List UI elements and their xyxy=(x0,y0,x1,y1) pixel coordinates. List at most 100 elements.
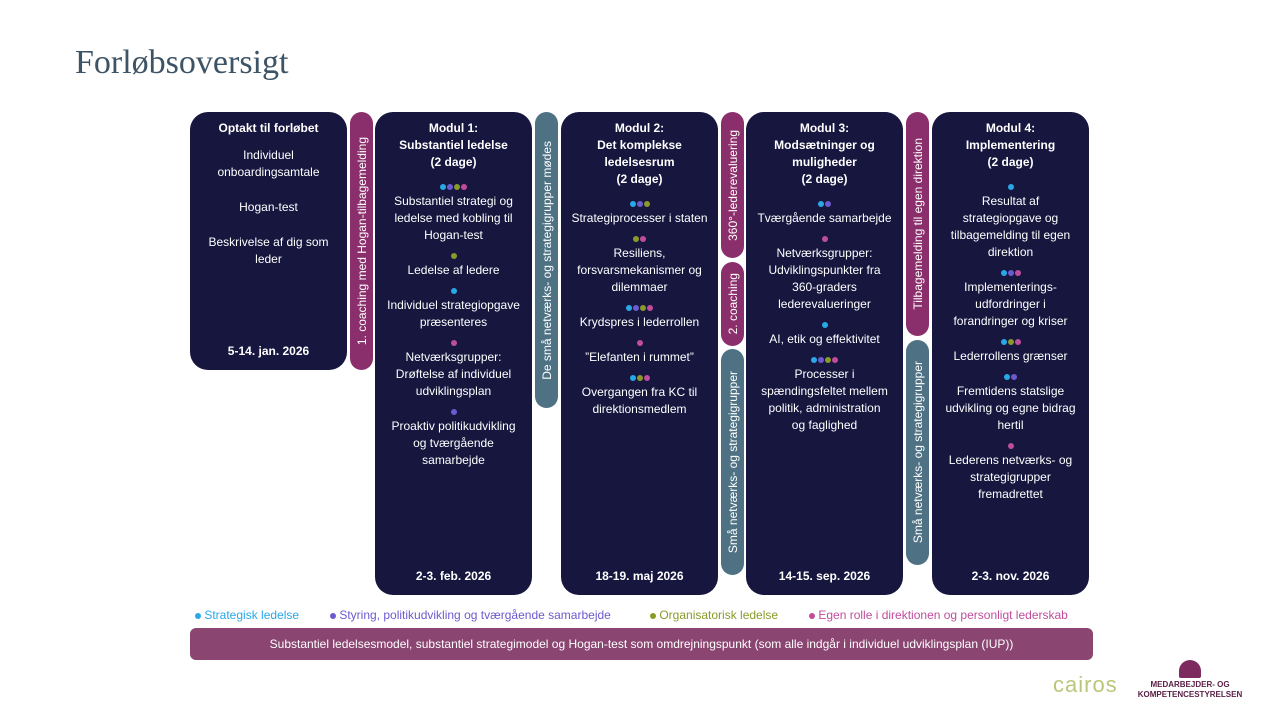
category-dot-b xyxy=(1007,184,1014,190)
legend-label: Strategisk ledelse xyxy=(204,608,300,622)
category-dot-b xyxy=(811,357,817,363)
category-dot-p xyxy=(633,305,639,311)
module-date: 5-14. jan. 2026 xyxy=(227,344,310,358)
category-dot-k xyxy=(647,305,653,311)
session-item: ”Elefanten i rummet” xyxy=(585,350,694,364)
bar-360-evaluation: 360°-lederevaluering xyxy=(721,112,744,258)
category-dot-g xyxy=(1007,339,1014,345)
bar-feedback-direction: Tilbagemelding til egen direktion xyxy=(906,112,929,336)
category-dot-b xyxy=(629,375,636,381)
legend-dot xyxy=(650,613,656,619)
category-dot-g xyxy=(825,357,831,363)
category-dot-g xyxy=(454,184,460,190)
category-dot-g xyxy=(643,201,650,207)
module-date: 2-3. nov. 2026 xyxy=(971,569,1050,583)
legend-dot xyxy=(195,613,201,619)
box-heading: Modul 2: Det komplekse ledelsesrum (2 da… xyxy=(597,121,682,186)
category-dot-g xyxy=(633,236,639,242)
category-dot-p xyxy=(447,184,453,190)
category-dot-p xyxy=(1007,270,1014,276)
category-dots xyxy=(567,302,712,314)
category-dot-b xyxy=(821,322,828,328)
category-dot-b xyxy=(818,201,824,207)
box-module-4: Modul 4: Implementering (2 dage) Resultat… xyxy=(932,112,1089,595)
session-item: Resiliens, forsvarsmekanismer og dilemma… xyxy=(577,246,702,294)
legend-label: Organisatorisk ledelse xyxy=(659,608,779,622)
bar-label: 360°-lederevaluering xyxy=(725,129,740,241)
category-dots xyxy=(381,337,526,349)
session-item: Substantiel strategi og ledelse med kobl… xyxy=(394,194,513,242)
legend-dot xyxy=(330,613,336,619)
session-item: Tværgående samarbejde xyxy=(757,211,892,225)
bar-label: Små netværks- og strategigrupper xyxy=(910,361,925,544)
session-item: Individuel strategiopgave præsenteres xyxy=(387,298,520,329)
box-module-1: Modul 1: Substantiel ledelse (2 dage) Sub… xyxy=(375,112,532,595)
bar-label: De små netværks- og strategigrupper møde… xyxy=(539,140,554,380)
session-item: Hogan-test xyxy=(239,200,298,214)
page-title: Forløbsoversigt xyxy=(75,44,289,81)
session-item: Processer i spændingsfeltet mellem polit… xyxy=(761,367,888,432)
category-dot-k xyxy=(450,340,457,346)
agency-name: Medarbejder- og Kompetencestyrelsen xyxy=(1137,680,1243,699)
category-dot-k xyxy=(1014,339,1021,345)
legend-dot xyxy=(809,613,815,619)
category-dot-g xyxy=(636,375,643,381)
category-dots xyxy=(381,285,526,297)
session-item: Krydspres i lederrollen xyxy=(579,315,700,329)
category-dots xyxy=(938,440,1083,452)
category-dots xyxy=(938,371,1083,383)
module-date: 2-3. feb. 2026 xyxy=(415,569,492,583)
legend-item: Egen rolle i direktionen og personligt l… xyxy=(809,608,1068,622)
session-item: Individuel onboardingsamtale xyxy=(217,148,320,179)
bar-small-groups-b: Små netværks- og strategigrupper xyxy=(906,340,929,565)
bar-label: 2. coaching xyxy=(725,273,740,335)
category-dot-b xyxy=(450,288,457,294)
category-dot-k xyxy=(1007,443,1014,449)
category-dots xyxy=(752,233,897,245)
session-item: Proaktiv politikudvikling og tværgående … xyxy=(391,419,516,467)
category-dots xyxy=(938,181,1083,193)
bar-label: Tilbagemelding til egen direktion xyxy=(910,138,925,310)
legend-label: Egen rolle i direktionen og personligt l… xyxy=(818,608,1068,622)
bar-coaching-1: 1. coaching med Hogan-tilbagemelding xyxy=(350,112,373,370)
session-item: Netværksgrupper: Udviklingspunkter fra 3… xyxy=(768,246,881,311)
session-item: Overgangen fra KC til direktionsmedlem xyxy=(581,385,698,416)
bar-coaching-2: 2. coaching xyxy=(721,262,744,346)
category-dots xyxy=(938,336,1083,348)
session-item: AI, etik og effektivitet xyxy=(769,332,880,346)
bar-small-groups-meet: De små netværks- og strategigrupper møde… xyxy=(535,112,558,408)
legend-item: Strategisk ledelse xyxy=(195,608,299,622)
category-dot-p xyxy=(825,201,831,207)
category-dots xyxy=(567,198,712,210)
legend-label: Styring, politikudvikling og tværgående … xyxy=(339,608,611,622)
box-heading: Optakt til forløbet xyxy=(218,121,319,135)
category-dots xyxy=(752,198,897,210)
category-dot-b xyxy=(1000,339,1007,345)
legend-item: Styring, politikudvikling og tværgående … xyxy=(330,608,611,622)
category-dots xyxy=(381,406,526,418)
session-item: Lederrollens grænser xyxy=(953,349,1068,363)
category-dot-k xyxy=(832,357,838,363)
category-dots xyxy=(567,337,712,349)
box-intro: Optakt til forløbet Individuel onboarding… xyxy=(190,112,347,370)
category-dot-p xyxy=(818,357,824,363)
category-dot-k xyxy=(461,184,467,190)
bar-small-groups-a: Små netværks- og strategigrupper xyxy=(721,349,744,575)
category-dots xyxy=(567,233,712,245)
session-item: Fremtidens statslige udvikling og egne b… xyxy=(945,384,1076,432)
category-dot-b xyxy=(440,184,446,190)
box-heading: Modul 4: Implementering (2 dage) xyxy=(965,121,1056,169)
category-dots xyxy=(567,372,712,384)
category-dot-p xyxy=(636,201,643,207)
category-dot-k xyxy=(1014,270,1021,276)
session-item: Resultat af strategiopgave og tilbagemel… xyxy=(950,194,1071,259)
cairos-logo: cairos xyxy=(1053,672,1118,697)
bar-label: Små netværks- og strategigrupper xyxy=(725,370,740,554)
crown-icon xyxy=(1179,660,1201,678)
category-dot-k xyxy=(821,236,828,242)
category-dot-b xyxy=(629,201,636,207)
module-date: 18-19. maj 2026 xyxy=(595,569,684,583)
box-heading: Modul 1: Substantiel ledelse (2 dage) xyxy=(399,121,508,169)
session-item: Beskrivelse af dig som leder xyxy=(208,235,329,266)
bottom-banner: Substantiel ledelsesmodel, substantiel s… xyxy=(190,628,1093,660)
